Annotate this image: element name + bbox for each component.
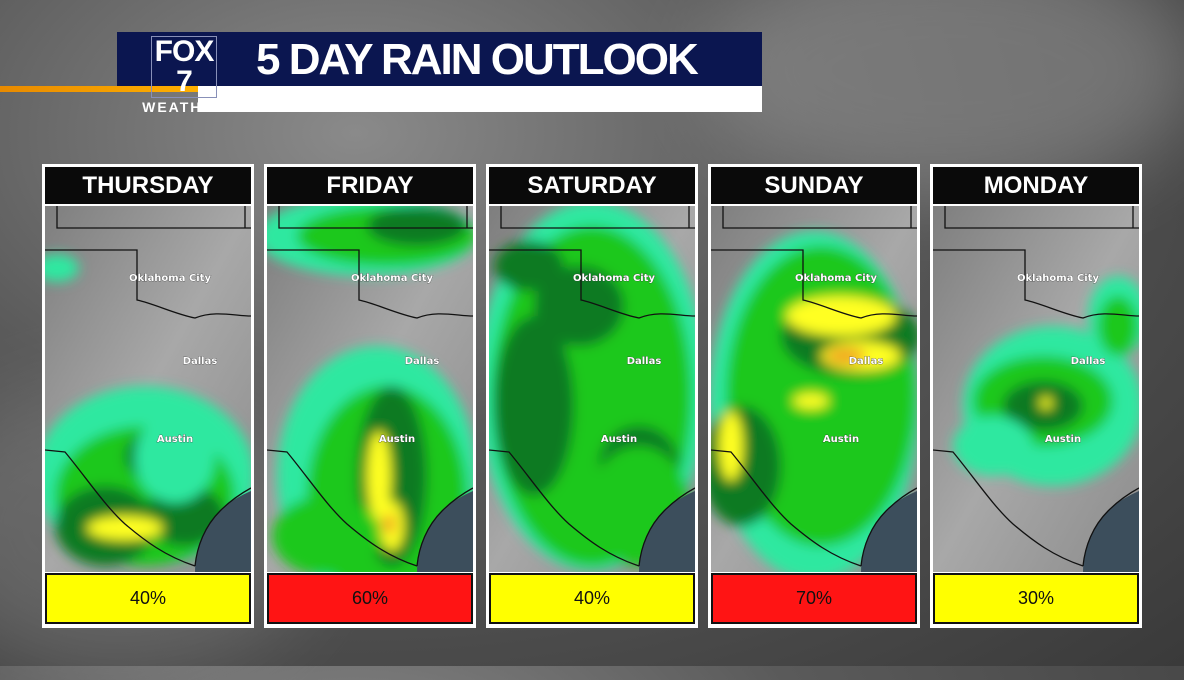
state-borders (267, 206, 473, 567)
forecast-panel-monday: MONDAY Oklahoma City Dallas Austin 30% (930, 164, 1142, 628)
forecast-panel-thursday: THURSDAY Oklahoma City Dallas Austin 40% (42, 164, 254, 628)
rain-overlay (267, 206, 473, 572)
city-label-dallas: Dallas (849, 356, 884, 367)
rain-map: Oklahoma City Dallas Austin (711, 206, 917, 572)
logo-subtext: WEATHER (142, 99, 226, 115)
title-bar (117, 32, 762, 86)
city-label-dallas: Dallas (627, 356, 662, 367)
gulf-of-mexico (195, 491, 251, 572)
rain-area (367, 431, 391, 521)
rain-overlay (953, 276, 1139, 486)
rain-map: Oklahoma City Dallas Austin (489, 206, 695, 572)
day-header: FRIDAY (267, 167, 473, 204)
page-title: 5 DAY RAIN OUTLOOK (256, 35, 699, 84)
day-header: SUNDAY (711, 167, 917, 204)
rain-area (826, 348, 866, 364)
logo-text: FOX 7 (151, 36, 217, 98)
rain-chance-box: 70% (711, 573, 917, 624)
rain-chance-box: 30% (933, 573, 1139, 624)
forecast-panel-saturday: SATURDAY Oklahoma City Dallas Austin 40% (486, 164, 698, 628)
rain-area (1040, 397, 1052, 409)
rain-chance-box: 40% (489, 573, 695, 624)
rain-area (793, 393, 829, 409)
rain-map: Oklahoma City Dallas Austin (933, 206, 1139, 572)
rain-overlay (45, 254, 251, 566)
city-label-austin: Austin (157, 434, 193, 445)
city-label-oklahoma-city: Oklahoma City (1017, 273, 1100, 284)
rain-area (953, 416, 1033, 476)
rain-area (367, 206, 467, 246)
rain-area (534, 266, 624, 346)
gulf-of-mexico (1083, 491, 1139, 572)
day-header: MONDAY (933, 167, 1139, 204)
rain-area (786, 296, 896, 336)
rain-area (135, 413, 215, 503)
fox7-weather-logo: FOX 7 WEATHER (134, 36, 234, 115)
rain-map: Oklahoma City Dallas Austin (267, 206, 473, 572)
city-label-oklahoma-city: Oklahoma City (795, 273, 878, 284)
forecast-panel-friday: FRIDAY Oklahoma City Dallas Austin 60% (264, 164, 476, 628)
state-borders (711, 206, 917, 567)
forecast-panel-sunday: SUNDAY Oklahoma City Dallas Austin 70% (708, 164, 920, 628)
city-label-austin: Austin (823, 434, 859, 445)
gulf-of-mexico (861, 491, 917, 572)
city-label-dallas: Dallas (183, 356, 218, 367)
gulf-of-mexico (639, 491, 695, 572)
day-header: THURSDAY (45, 167, 251, 204)
gulf-of-mexico (417, 491, 473, 572)
rain-area (494, 316, 574, 496)
rain-overlay (489, 206, 695, 571)
city-label-dallas: Dallas (1071, 356, 1106, 367)
city-label-oklahoma-city: Oklahoma City (351, 273, 434, 284)
rain-area (1098, 296, 1138, 356)
state-borders (933, 206, 1139, 567)
day-header: SATURDAY (489, 167, 695, 204)
accent-stripe (0, 86, 198, 92)
rain-area (719, 411, 743, 481)
city-label-austin: Austin (1045, 434, 1081, 445)
city-label-austin: Austin (379, 434, 415, 445)
state-borders (45, 206, 251, 567)
subtitle-bar (198, 86, 762, 112)
rain-chance-box: 60% (267, 573, 473, 624)
city-label-dallas: Dallas (405, 356, 440, 367)
rain-chance-box: 40% (45, 573, 251, 624)
rain-area (383, 514, 395, 534)
state-borders (489, 206, 695, 567)
rain-area (45, 254, 79, 282)
rain-area (272, 496, 382, 572)
rain-area (87, 516, 163, 540)
rain-area (494, 241, 564, 291)
city-label-oklahoma-city: Oklahoma City (129, 273, 212, 284)
city-label-oklahoma-city: Oklahoma City (573, 273, 656, 284)
city-label-austin: Austin (601, 434, 637, 445)
rain-map: Oklahoma City Dallas Austin (45, 206, 251, 572)
